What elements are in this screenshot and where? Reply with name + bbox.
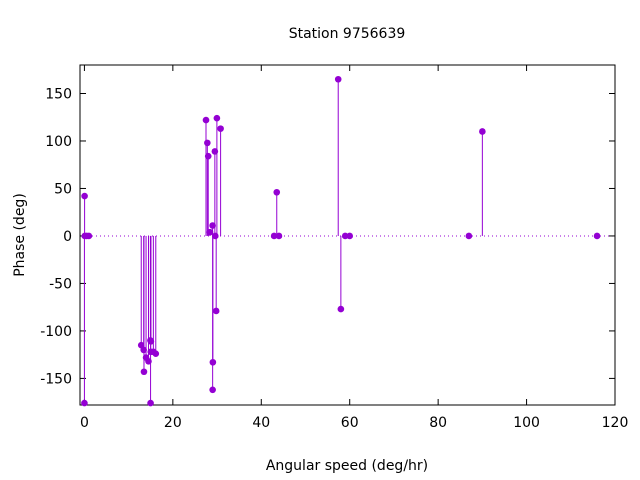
y-tick-label: 100 <box>45 134 72 150</box>
data-marks <box>81 75 601 407</box>
x-tick-label: 20 <box>164 415 182 431</box>
y-tick-label: -150 <box>40 371 72 387</box>
ticks-layer: 0 20 40 60 80 100 120 -150 -100 -50 0 50 100 150 <box>40 65 628 431</box>
data-point <box>275 232 283 240</box>
data-point <box>81 192 88 200</box>
x-tick-label: 60 <box>341 415 359 431</box>
data-point <box>213 114 221 122</box>
x-tick-label: 100 <box>513 415 540 431</box>
y-tick-label: 150 <box>45 86 72 102</box>
x-tick-label: 80 <box>429 415 447 431</box>
x-tick-label: 0 <box>80 415 89 431</box>
data-point <box>140 368 148 376</box>
data-point <box>209 358 217 366</box>
data-point <box>209 386 216 394</box>
data-point <box>270 232 278 240</box>
data-point <box>273 188 281 196</box>
y-tick-label: 50 <box>54 181 72 197</box>
data-point <box>202 116 210 124</box>
plot-frame <box>79 64 616 406</box>
data-point <box>204 139 211 147</box>
data-point <box>212 307 220 315</box>
data-point <box>81 399 88 407</box>
data-point <box>346 232 354 240</box>
data-point <box>211 232 219 240</box>
y-tick-label: -50 <box>49 276 72 292</box>
data-point <box>337 305 345 313</box>
x-axis-label: Angular speed (deg/hr) <box>266 458 428 474</box>
data-point <box>206 228 214 236</box>
data-point <box>334 75 342 83</box>
x-tick-label: 120 <box>602 415 629 431</box>
data-point <box>147 399 154 407</box>
x-tick-label: 40 <box>252 415 270 431</box>
data-point <box>465 232 473 240</box>
data-point <box>341 232 349 240</box>
data-point <box>152 350 160 358</box>
y-tick-label: -100 <box>40 324 72 340</box>
data-point <box>593 232 601 240</box>
data-point <box>204 152 212 160</box>
data-point <box>85 232 93 240</box>
data-point <box>479 128 486 135</box>
y-tick-label: 0 <box>63 229 72 245</box>
data-point <box>209 222 216 229</box>
data-point <box>147 338 155 345</box>
data-point <box>217 125 224 132</box>
chart-title: Station 9756639 <box>289 26 406 42</box>
y-axis-label: Phase (deg) <box>12 193 28 277</box>
